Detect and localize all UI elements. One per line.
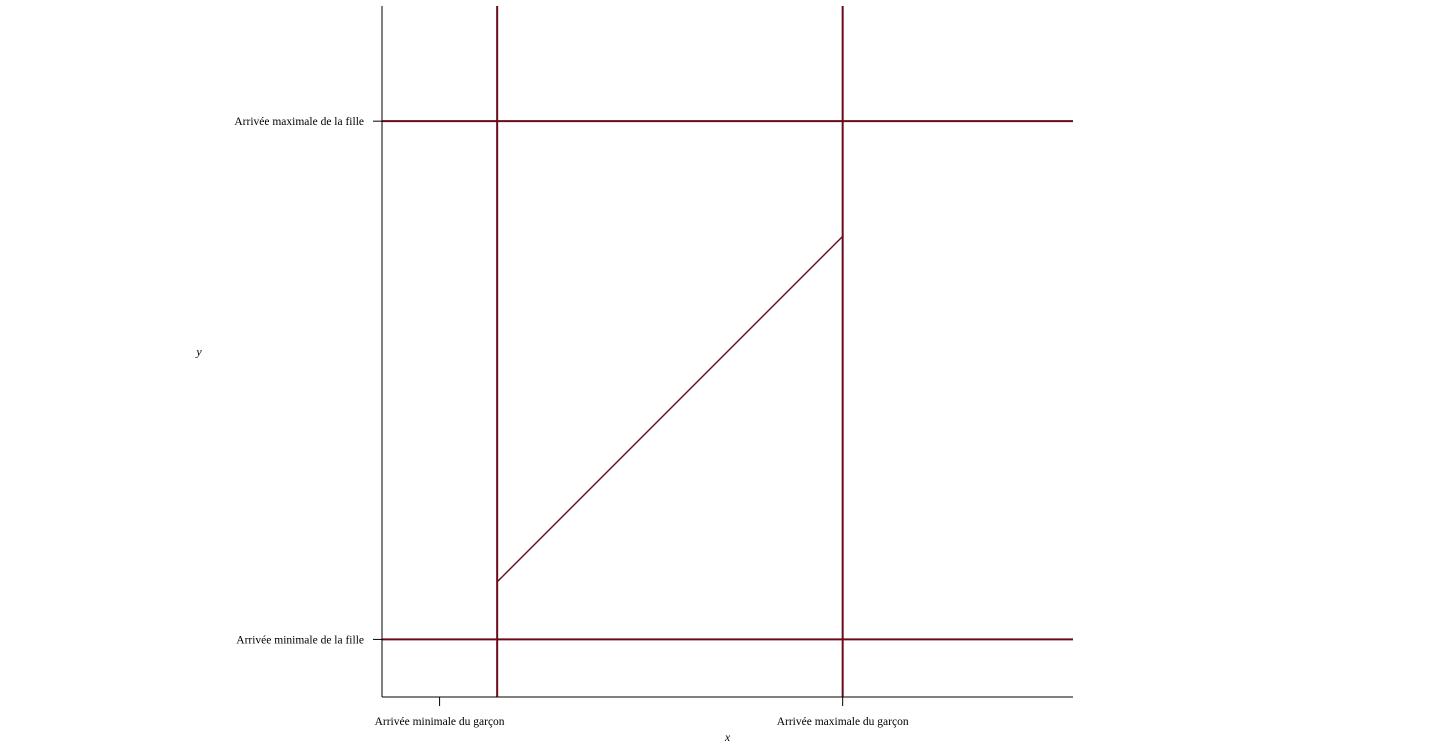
x-axis-title: x xyxy=(724,730,731,744)
x-tick-label-0: Arrivée minimale du garçon xyxy=(375,716,505,728)
y-axis-title: y xyxy=(195,345,202,359)
x-tick-label-1: Arrivée maximale du garçon xyxy=(777,716,909,728)
y-tick-label-1: Arrivée maximale de la fille xyxy=(234,116,364,128)
y-tick-label-0: Arrivée minimale de la fille xyxy=(236,634,364,646)
series-line-0 xyxy=(496,235,844,583)
ticks: Arrivée minimale du garçon Arrivée maxima… xyxy=(234,116,908,728)
plot-lines xyxy=(382,6,1073,697)
